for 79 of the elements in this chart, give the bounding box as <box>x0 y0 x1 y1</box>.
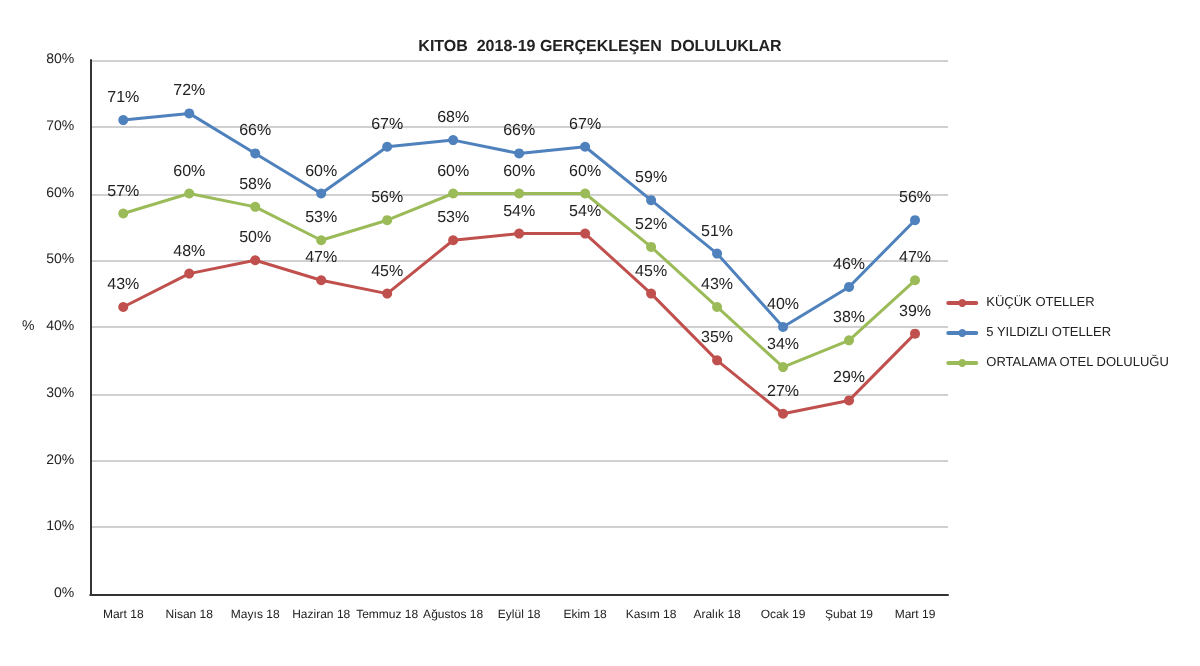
data-label: 51% <box>701 221 734 240</box>
point <box>316 275 327 286</box>
data-label: 53% <box>305 208 338 227</box>
data-label: 43% <box>701 274 734 293</box>
point <box>316 235 327 246</box>
point <box>580 228 591 239</box>
data-label: 54% <box>503 201 536 220</box>
data-label: 52% <box>635 214 668 233</box>
point <box>448 135 459 146</box>
data-label: 60% <box>569 161 602 180</box>
data-label: 59% <box>635 168 668 187</box>
data-label: 54% <box>569 201 602 220</box>
data-label: 67% <box>371 114 404 133</box>
data-label: 56% <box>371 188 404 207</box>
point <box>712 301 723 312</box>
point <box>580 141 591 152</box>
point <box>250 201 261 212</box>
chart-title: KITOB 2018-19 GERÇEKLEŞEN DOLULUKLAR <box>418 37 783 55</box>
data-label: 60% <box>503 161 536 180</box>
point <box>712 355 723 366</box>
data-label: 71% <box>107 88 140 107</box>
data-label: 34% <box>767 335 800 354</box>
data-label: 53% <box>437 208 470 227</box>
data-label: 60% <box>173 161 206 180</box>
point <box>844 335 855 346</box>
point <box>184 268 195 279</box>
point <box>580 188 591 199</box>
data-label: 35% <box>701 328 734 347</box>
point <box>118 301 129 312</box>
data-label: 45% <box>635 261 668 280</box>
data-label: 50% <box>239 228 272 247</box>
point <box>448 188 459 199</box>
data-label: 29% <box>833 368 866 387</box>
point <box>118 115 129 126</box>
point <box>844 281 855 292</box>
point <box>382 141 393 152</box>
data-label: 46% <box>833 254 866 273</box>
data-label: 45% <box>371 261 404 280</box>
point <box>646 288 657 299</box>
data-label: 40% <box>767 295 800 313</box>
point <box>910 275 921 286</box>
point <box>778 322 789 332</box>
point <box>910 215 921 226</box>
point <box>646 195 657 206</box>
data-label: 58% <box>239 174 272 193</box>
point <box>184 108 195 119</box>
data-label: 48% <box>173 241 206 260</box>
data-label: 47% <box>898 248 932 267</box>
data-label: 47% <box>305 248 338 267</box>
point <box>514 228 525 239</box>
data-label: 38% <box>833 308 866 327</box>
point <box>712 248 723 259</box>
point <box>448 235 459 246</box>
point <box>382 288 393 299</box>
point <box>646 241 657 252</box>
data-label: 43% <box>107 274 140 293</box>
point <box>250 148 261 159</box>
data-label: 72% <box>173 81 206 100</box>
point <box>778 362 789 373</box>
data-label: 57% <box>107 181 140 200</box>
point <box>514 148 525 159</box>
data-label: 60% <box>305 161 338 180</box>
point <box>910 328 921 339</box>
point <box>382 215 393 226</box>
data-label: 27% <box>767 381 800 400</box>
data-label: 67% <box>569 114 602 133</box>
point <box>184 188 195 199</box>
point <box>844 395 855 406</box>
data-label: 60% <box>437 161 470 180</box>
point <box>118 208 129 219</box>
data-label: 68% <box>437 108 470 127</box>
data-label: 56% <box>898 188 932 207</box>
data-label: 66% <box>239 121 272 140</box>
point <box>250 255 261 266</box>
point <box>514 188 525 199</box>
data-label: 66% <box>503 121 536 140</box>
point <box>316 188 327 199</box>
point <box>778 408 789 419</box>
data-label: 39% <box>898 301 932 320</box>
